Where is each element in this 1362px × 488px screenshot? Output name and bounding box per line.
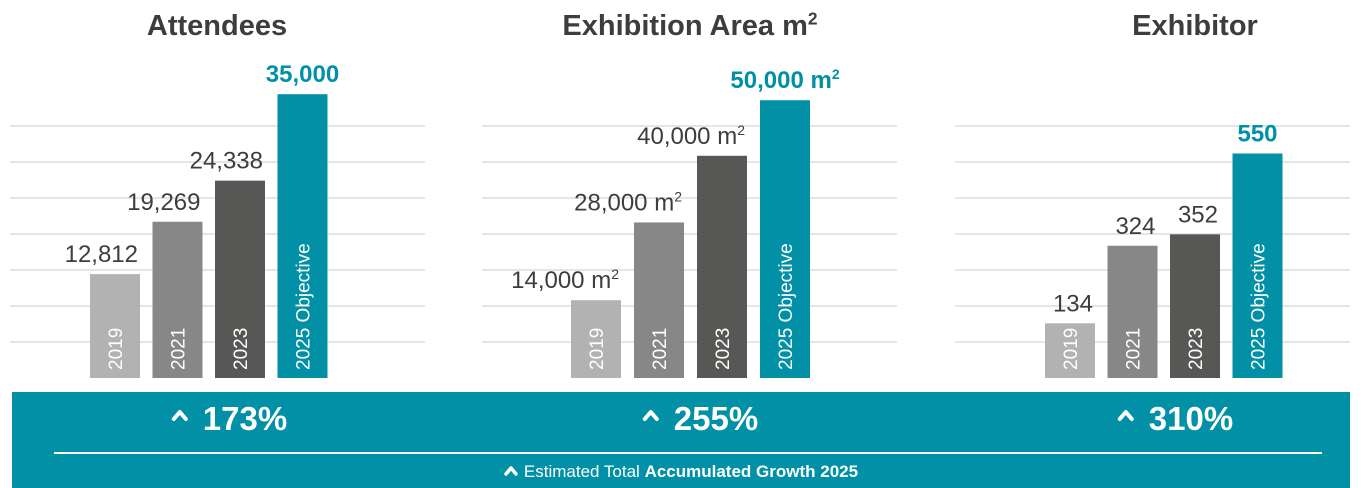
data-label: 35,000: [266, 61, 339, 88]
data-label: 50,000 m2: [730, 66, 839, 94]
category-label: 2025 Objective: [294, 243, 315, 370]
footer-note: Estimated Total Accumulated Growth 2025: [12, 462, 1350, 482]
data-label: 324: [1115, 213, 1155, 240]
category-label: 2021: [169, 328, 190, 370]
bar-2019: [90, 274, 140, 378]
footer-divider: [54, 452, 1322, 454]
data-label: 12,812: [65, 241, 138, 268]
category-label: 2019: [106, 328, 127, 370]
chevron-up-icon: [171, 410, 188, 421]
category-label: 2021: [650, 328, 671, 370]
chart-title-exhibition-area: Exhibition Area m2: [562, 8, 818, 42]
growth-exhibition-area: 255%: [642, 400, 758, 438]
bar-2021: [152, 221, 203, 378]
bar-2025-objective: [760, 100, 810, 378]
category-label: 2023: [713, 328, 734, 370]
bar-2023: [1170, 234, 1220, 378]
bar-2023: [697, 155, 747, 378]
category-label: 2019: [587, 328, 608, 370]
bar-2019: [1045, 323, 1095, 378]
bar-2021: [634, 222, 684, 378]
category-label: 2019: [1061, 328, 1082, 370]
data-label: 19,269: [127, 189, 200, 216]
category-label: 2025 Objective: [1249, 243, 1270, 370]
data-label: 14,000 m2: [511, 266, 619, 294]
data-label: 134: [1053, 290, 1093, 317]
data-label: 28,000 m2: [574, 188, 682, 216]
chevron-up-icon: [1117, 410, 1134, 421]
category-label: 2025 Objective: [776, 243, 797, 370]
growth-band: 173% 255% 310% Estimated Total Accumulat…: [12, 392, 1350, 488]
chevron-up-icon: [642, 410, 659, 421]
bar-2025-objective: [277, 94, 328, 378]
bar-2019: [571, 300, 621, 378]
chart-title-exhibitor: Exhibitor: [1132, 10, 1258, 42]
chart-title-attendees: Attendees: [146, 10, 288, 42]
bar-2023: [215, 180, 265, 378]
bar-2025-objective: [1232, 153, 1283, 378]
growth-attendees: 173%: [171, 400, 287, 438]
data-label: 40,000 m2: [637, 122, 745, 150]
data-label: 550: [1237, 121, 1277, 148]
growth-exhibitor: 310%: [1117, 400, 1233, 438]
bar-2021: [1107, 245, 1158, 378]
category-label: 2023: [231, 328, 252, 370]
category-label: 2023: [1186, 328, 1207, 370]
data-label: 352: [1178, 201, 1218, 228]
data-label: 24,338: [190, 148, 263, 175]
bar-charts: 2019 12,812 2021 19,269 2023 24,338 2025 Objec…: [10, 61, 1350, 378]
category-label: 2021: [1124, 328, 1145, 370]
chevron-up-icon: [504, 466, 518, 476]
